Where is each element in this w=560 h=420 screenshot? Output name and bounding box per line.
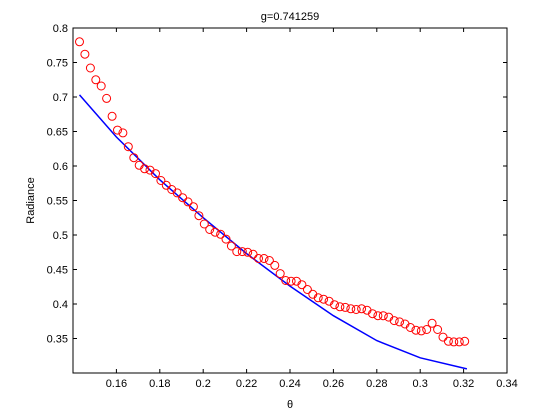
data-point	[378, 311, 388, 321]
data-point	[297, 280, 307, 290]
data-point	[405, 323, 415, 332]
data-point	[460, 336, 470, 346]
data-point	[85, 63, 95, 73]
data-point	[275, 269, 285, 279]
data-point	[427, 318, 437, 328]
chart-title: g=0.741259	[261, 11, 319, 23]
data-point	[395, 317, 405, 327]
data-point	[313, 293, 323, 303]
data-point	[107, 111, 117, 121]
data-point	[75, 37, 84, 47]
y-tick-label: 0.65	[47, 127, 68, 139]
data-point	[254, 254, 263, 263]
data-point	[281, 276, 291, 285]
data-point	[264, 256, 274, 265]
data-point	[183, 197, 193, 207]
data-point	[270, 260, 280, 270]
y-tick-label: 0.75	[47, 58, 68, 70]
data-point	[259, 254, 269, 263]
data-point	[243, 247, 253, 257]
data-point	[102, 93, 112, 103]
y-tick-label: 0.35	[47, 334, 68, 346]
data-point	[205, 225, 215, 234]
data-point	[357, 304, 367, 314]
data-point	[140, 164, 150, 174]
data-point	[319, 294, 329, 304]
x-tick-label: 0.3	[413, 378, 428, 390]
y-tick-label: 0.7	[53, 92, 68, 104]
data-point	[368, 309, 377, 319]
data-point	[335, 302, 345, 312]
data-point	[422, 325, 432, 334]
data-point	[330, 300, 339, 310]
data-point	[91, 75, 101, 85]
x-tick-label: 0.28	[366, 378, 387, 390]
data-point	[237, 247, 247, 257]
data-point	[416, 326, 426, 336]
data-point	[172, 188, 182, 198]
data-point	[199, 219, 209, 229]
data-point	[286, 276, 296, 286]
y-tick-label: 0.45	[47, 265, 68, 277]
data-point	[346, 304, 356, 314]
y-tick-label: 0.8	[53, 23, 68, 35]
data-point	[80, 49, 90, 59]
axis-ticks: 0.16 0.18 0.2 0.22 0.24 0.26 0.28 0.3 0.32 0.34 0.…	[47, 23, 518, 390]
data-point	[433, 325, 443, 334]
data-point	[216, 229, 226, 239]
plot-marks	[75, 37, 470, 370]
x-tick-label: 0.32	[453, 378, 474, 390]
y-axis-label: Radiance	[25, 177, 37, 223]
data-point	[129, 153, 139, 163]
y-tick-label: 0.4	[53, 299, 68, 311]
data-point	[118, 128, 128, 138]
data-point	[411, 325, 421, 335]
x-tick-label: 0.22	[236, 378, 257, 390]
data-point	[373, 311, 383, 321]
data-point	[340, 302, 350, 312]
data-point	[210, 227, 220, 237]
axes-box	[72, 27, 508, 374]
x-tick-label: 0.24	[279, 378, 300, 390]
y-tick-label: 0.5	[53, 230, 68, 242]
y-tick-label: 0.6	[53, 161, 68, 173]
x-tick-label: 0.18	[149, 378, 170, 390]
y-tick-label: 0.55	[47, 196, 68, 208]
data-point	[302, 285, 312, 294]
data-point	[156, 176, 166, 185]
x-tick-label: 0.34	[496, 378, 517, 390]
x-axis-label: θ	[287, 399, 293, 411]
data-point	[443, 336, 453, 346]
x-tick-label: 0.16	[106, 378, 127, 390]
x-tick-label: 0.26	[323, 378, 344, 390]
data-point	[194, 211, 204, 221]
data-point	[188, 202, 198, 212]
data-point	[232, 247, 242, 257]
data-point	[151, 169, 160, 179]
data-point	[123, 142, 133, 152]
data-point	[221, 234, 231, 244]
data-point	[113, 125, 122, 135]
data-point	[96, 81, 106, 91]
data-point	[449, 337, 459, 347]
data-point	[454, 337, 464, 347]
data-point	[389, 316, 399, 326]
data-point	[351, 305, 361, 314]
data-point	[226, 241, 236, 251]
x-tick-label: 0.2	[196, 378, 211, 390]
